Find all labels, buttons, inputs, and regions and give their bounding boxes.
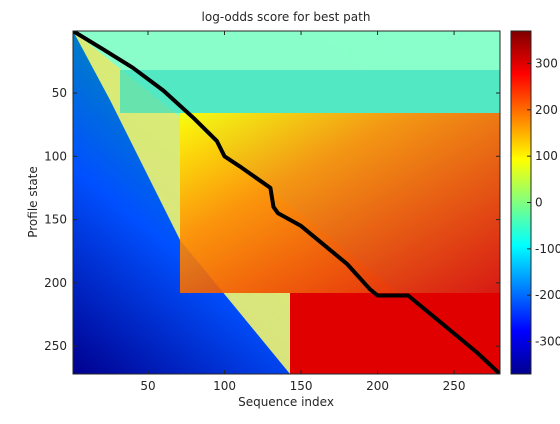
heatmap-band-lower [290,293,500,374]
y-axis-label: Profile state [26,166,40,238]
colorbar-tick-label: 0 [535,196,543,210]
y-tick-label: 250 [44,339,67,353]
x-tick-label: 100 [213,379,236,393]
x-tick-label: 200 [366,379,389,393]
colorbar-tick-label: -100 [535,242,560,256]
heatmap-band-upper [120,70,500,113]
colorbar-tick-label: -200 [535,288,560,302]
colorbar-tick-label: 100 [535,149,558,163]
y-tick-label: 150 [44,213,67,227]
y-tick-label: 50 [52,86,67,100]
colorbar-tick-label: 300 [535,56,558,70]
x-axis-label: Sequence index [238,395,334,409]
y-axis: 50 100 150 200 250 [44,86,500,353]
colorbar-ticks: 300 200 100 0 -100 -200 -300 [527,56,560,349]
colorbar-tick-label: -300 [535,335,560,349]
chart-title: log-odds score for best path [202,10,371,24]
plot-area [73,31,500,374]
best-path-line [73,31,500,374]
plot-border [72,30,501,375]
heatmap-band-middle [180,113,500,293]
x-tick-label: 150 [290,379,313,393]
x-tick-label: 50 [140,379,155,393]
colorbar-tick-label: 200 [535,103,558,117]
y-tick-label: 200 [44,276,67,290]
x-axis: 50 100 150 200 250 [140,31,466,393]
y-tick-label: 100 [44,149,67,163]
x-tick-label: 250 [443,379,466,393]
